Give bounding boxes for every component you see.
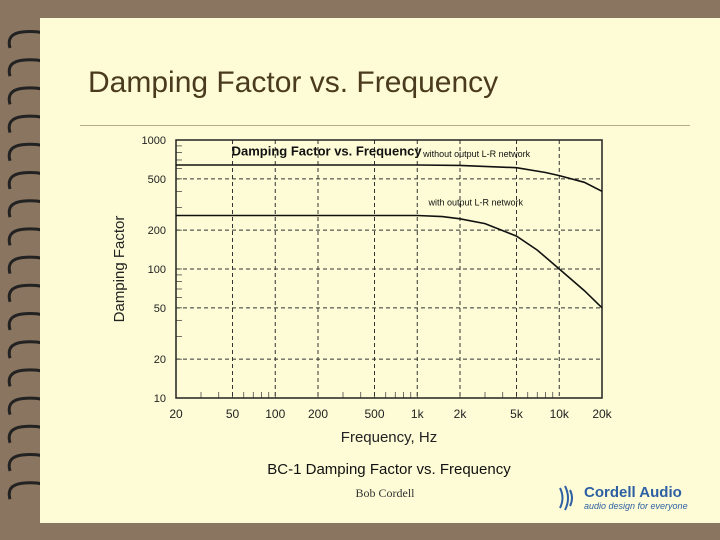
y-tick-label: 1000 (142, 135, 166, 147)
x-tick-label: 50 (226, 407, 240, 421)
y-tick-label: 200 (148, 225, 166, 237)
cordell-audio-logo: Cordell Audio audio design for everyone (556, 484, 706, 514)
y-tick-label: 10 (154, 393, 166, 405)
title-divider (80, 125, 690, 126)
slide-title: Damping Factor vs. Frequency (88, 66, 499, 99)
x-tick-label: 100 (265, 407, 285, 421)
x-tick-label: 1k (411, 407, 425, 421)
series-label: without output L-R network (422, 149, 531, 159)
series-label: with output L-R network (427, 197, 523, 207)
slide (40, 18, 720, 523)
logo-tagline: audio design for everyone (584, 501, 688, 511)
series-line (176, 164, 603, 193)
plot-frame (175, 139, 603, 399)
damping-factor-chart: 20 50 100 200 500 1k 2k 5k 10k 20k102050100200500… (111, 135, 613, 478)
x-tick-label: 500 (364, 407, 384, 421)
y-tick-label: 100 (148, 264, 166, 276)
y-tick-label: 50 (154, 303, 166, 315)
x-axis-label: Frequency, Hz (341, 429, 437, 446)
x-tick-label: 10k (550, 407, 570, 421)
x-tick-label: 5k (510, 407, 524, 421)
logo-name: Cordell Audio (584, 484, 682, 501)
chart-title: Damping Factor vs. Frequency (232, 143, 423, 158)
y-tick-label: 20 (154, 354, 166, 366)
x-tick-label: 2k (454, 407, 468, 421)
y-tick-label: 500 (148, 174, 166, 186)
x-tick-label: 20 (169, 407, 183, 421)
series-line (176, 214, 603, 309)
x-tick-label: 20k (592, 407, 612, 421)
logo-wave-icon (559, 485, 573, 511)
author-footer: Bob Cordell (355, 486, 415, 500)
chart-caption: BC-1 Damping Factor vs. Frequency (267, 461, 511, 478)
y-axis-label: Damping Factor (111, 216, 128, 323)
x-tick-label: 200 (308, 407, 328, 421)
